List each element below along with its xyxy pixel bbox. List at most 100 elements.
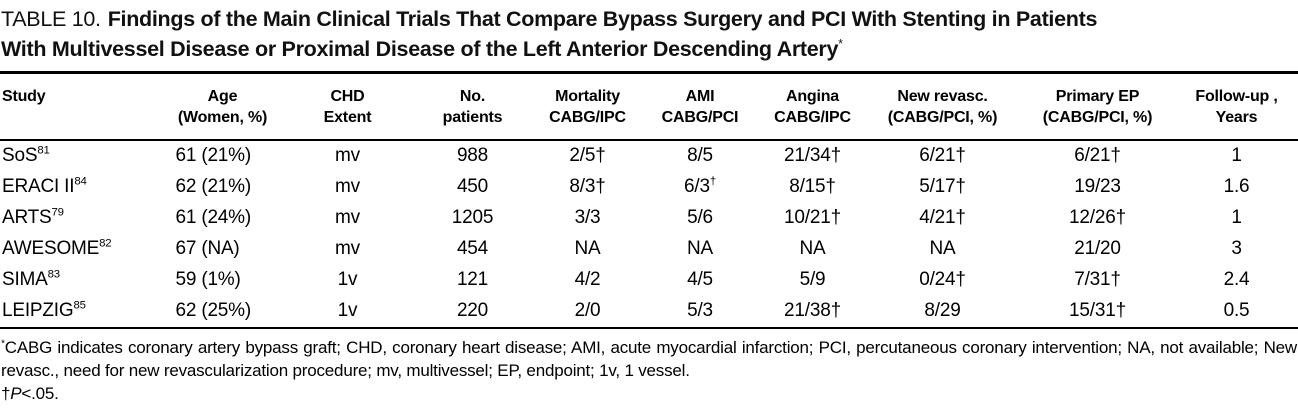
table-title-line2: With Multivessel Disease or Proximal Dis… bbox=[1, 37, 839, 61]
chd-extent-value: 1v bbox=[337, 269, 358, 290]
reference-superscript: 79 bbox=[51, 206, 64, 219]
age-women-value: 61 (21%) bbox=[175, 145, 252, 166]
age-women-value: 59 (1%) bbox=[175, 269, 241, 290]
ami-value: 4/5 bbox=[687, 269, 713, 290]
caption-line-1: TABLE 10. Findings of the Main Clinical T… bbox=[1, 4, 1298, 34]
angina-value: 10/21† bbox=[784, 207, 841, 228]
primary-ep-value: 6/21† bbox=[1074, 145, 1121, 166]
chd-extent-value: mv bbox=[335, 238, 360, 259]
study-name: SoS81 bbox=[2, 144, 50, 166]
p-symbol: P bbox=[10, 384, 22, 403]
primary-ep-value: 21/20 bbox=[1074, 238, 1121, 259]
no-patients-value: 121 bbox=[456, 269, 489, 290]
col-header-ami: AMI CABG/PCI bbox=[640, 72, 760, 141]
reference-superscript: 81 bbox=[37, 144, 50, 157]
new-revasc-value: 4/21† bbox=[919, 207, 966, 228]
table-row-eraci-ii: ERACI II84 62 (21%) mv 450 8/3† 6/3† 8/1… bbox=[0, 172, 1298, 203]
follow-up-value: 1 bbox=[1231, 145, 1242, 166]
abbreviations-text: CABG indicates coronary artery bypass gr… bbox=[1, 338, 1297, 380]
clinical-trials-table: Study Age (Women, %) CHD Extent No. patient… bbox=[0, 71, 1298, 329]
table-title-line1: Findings of the Main Clinical Trials Tha… bbox=[107, 7, 1098, 31]
follow-up-value: 1 bbox=[1231, 207, 1242, 228]
dagger-marker: † bbox=[1, 384, 11, 403]
col-header-follow-up: Follow-up , Years bbox=[1175, 72, 1298, 141]
no-patients-value: 450 bbox=[456, 176, 489, 197]
table-row-leipzig: LEIPZIG85 62 (25%) 1v 220 2/0 5/3 21/38†… bbox=[0, 296, 1298, 328]
new-revasc-value: 5/17† bbox=[919, 176, 966, 197]
reference-superscript: 82 bbox=[99, 237, 112, 250]
table-body: SoS81 61 (21%) mv 988 2/5† 8/5 21/34† 6/… bbox=[0, 140, 1298, 328]
follow-up-value: 1.6 bbox=[1223, 176, 1250, 197]
study-name: AWESOME82 bbox=[2, 237, 112, 259]
angina-value: NA bbox=[799, 238, 826, 259]
new-revasc-value: 8/29 bbox=[924, 300, 961, 321]
follow-up-value: 2.4 bbox=[1223, 269, 1250, 290]
age-women-value: 62 (25%) bbox=[175, 300, 252, 321]
asterisk-footnote-marker: * bbox=[1, 338, 5, 350]
table-header: Study Age (Women, %) CHD Extent No. patient… bbox=[0, 72, 1298, 141]
follow-up-value: 3 bbox=[1231, 238, 1242, 259]
follow-up-value: 0.5 bbox=[1223, 300, 1250, 321]
primary-ep-value: 12/26† bbox=[1069, 207, 1126, 228]
significance-footnote: †P<.05. bbox=[0, 382, 1298, 405]
chd-extent-value: mv bbox=[335, 145, 360, 166]
abbreviations-footnote: *CABG indicates coronary artery bypass g… bbox=[0, 336, 1298, 382]
mortality-value: 2/0 bbox=[574, 300, 601, 321]
table-row-arts: ARTS79 61 (24%) mv 1205 3/3 5/6 10/21† 4… bbox=[0, 203, 1298, 234]
table-row-awesome: AWESOME82 67 (NA) mv 454 NA NA NA NA 21/… bbox=[0, 234, 1298, 265]
mortality-value: NA bbox=[574, 238, 601, 259]
table-number-label: TABLE 10. bbox=[1, 7, 101, 31]
angina-value: 21/38† bbox=[784, 300, 841, 321]
table-row-sos: SoS81 61 (21%) mv 988 2/5† 8/5 21/34† 6/… bbox=[0, 140, 1298, 172]
age-women-value: 67 (NA) bbox=[175, 238, 240, 259]
age-women-value: 62 (21%) bbox=[175, 176, 252, 197]
col-header-angina: Angina CABG/IPC bbox=[760, 72, 865, 141]
new-revasc-value: NA bbox=[929, 238, 956, 259]
new-revasc-value: 6/21† bbox=[919, 145, 966, 166]
study-name: ERACI II84 bbox=[2, 175, 87, 197]
angina-value: 5/9 bbox=[799, 269, 826, 290]
col-header-no-patients: No. patients bbox=[410, 72, 535, 141]
study-name: LEIPZIG85 bbox=[2, 299, 86, 321]
reference-superscript: 83 bbox=[47, 268, 60, 281]
no-patients-value: 1205 bbox=[451, 207, 494, 228]
col-header-primary-ep: Primary EP (CABG/PCI, %) bbox=[1020, 72, 1175, 141]
new-revasc-value: 0/24† bbox=[919, 269, 966, 290]
ami-value: 5/3 bbox=[687, 300, 713, 321]
col-header-study: Study bbox=[0, 72, 160, 141]
angina-value: 8/15† bbox=[789, 176, 836, 197]
header-row: Study Age (Women, %) CHD Extent No. patient… bbox=[0, 72, 1298, 141]
mortality-value: 4/2 bbox=[574, 269, 601, 290]
ami-value: 5/6 bbox=[687, 207, 713, 228]
primary-ep-value: 19/23 bbox=[1074, 176, 1121, 197]
col-header-age: Age (Women, %) bbox=[160, 72, 285, 141]
age-women-value: 61 (24%) bbox=[175, 207, 252, 228]
col-header-chd-extent: CHD Extent bbox=[285, 72, 410, 141]
angina-value: 21/34† bbox=[784, 145, 841, 166]
title-footnote-marker: * bbox=[838, 36, 843, 51]
mortality-value: 3/3 bbox=[574, 207, 601, 228]
primary-ep-value: 15/31† bbox=[1069, 300, 1126, 321]
mortality-value: 2/5† bbox=[569, 145, 606, 166]
ami-value: 6/3† bbox=[684, 175, 716, 197]
mortality-value: 8/3† bbox=[569, 176, 606, 197]
caption-line-2: With Multivessel Disease or Proximal Dis… bbox=[1, 34, 1298, 64]
no-patients-value: 454 bbox=[456, 238, 489, 259]
col-header-mortality: Mortality CABG/IPC bbox=[535, 72, 640, 141]
col-header-new-revasc: New revasc. (CABG/PCI, %) bbox=[865, 72, 1020, 141]
table-row-sima: SIMA83 59 (1%) 1v 121 4/2 4/5 5/9 0/24† … bbox=[0, 265, 1298, 296]
table-caption: TABLE 10. Findings of the Main Clinical T… bbox=[0, 0, 1298, 64]
primary-ep-value: 7/31† bbox=[1074, 269, 1121, 290]
chd-extent-value: 1v bbox=[337, 300, 358, 321]
dagger-superscript: † bbox=[709, 175, 716, 188]
no-patients-value: 220 bbox=[456, 300, 489, 321]
ami-value: 8/5 bbox=[687, 145, 713, 166]
no-patients-value: 988 bbox=[456, 145, 489, 166]
reference-superscript: 85 bbox=[73, 299, 86, 312]
chd-extent-value: mv bbox=[335, 207, 360, 228]
ami-value: NA bbox=[687, 238, 713, 259]
reference-superscript: 84 bbox=[74, 175, 87, 188]
study-name: ARTS79 bbox=[2, 206, 64, 228]
chd-extent-value: mv bbox=[335, 176, 360, 197]
